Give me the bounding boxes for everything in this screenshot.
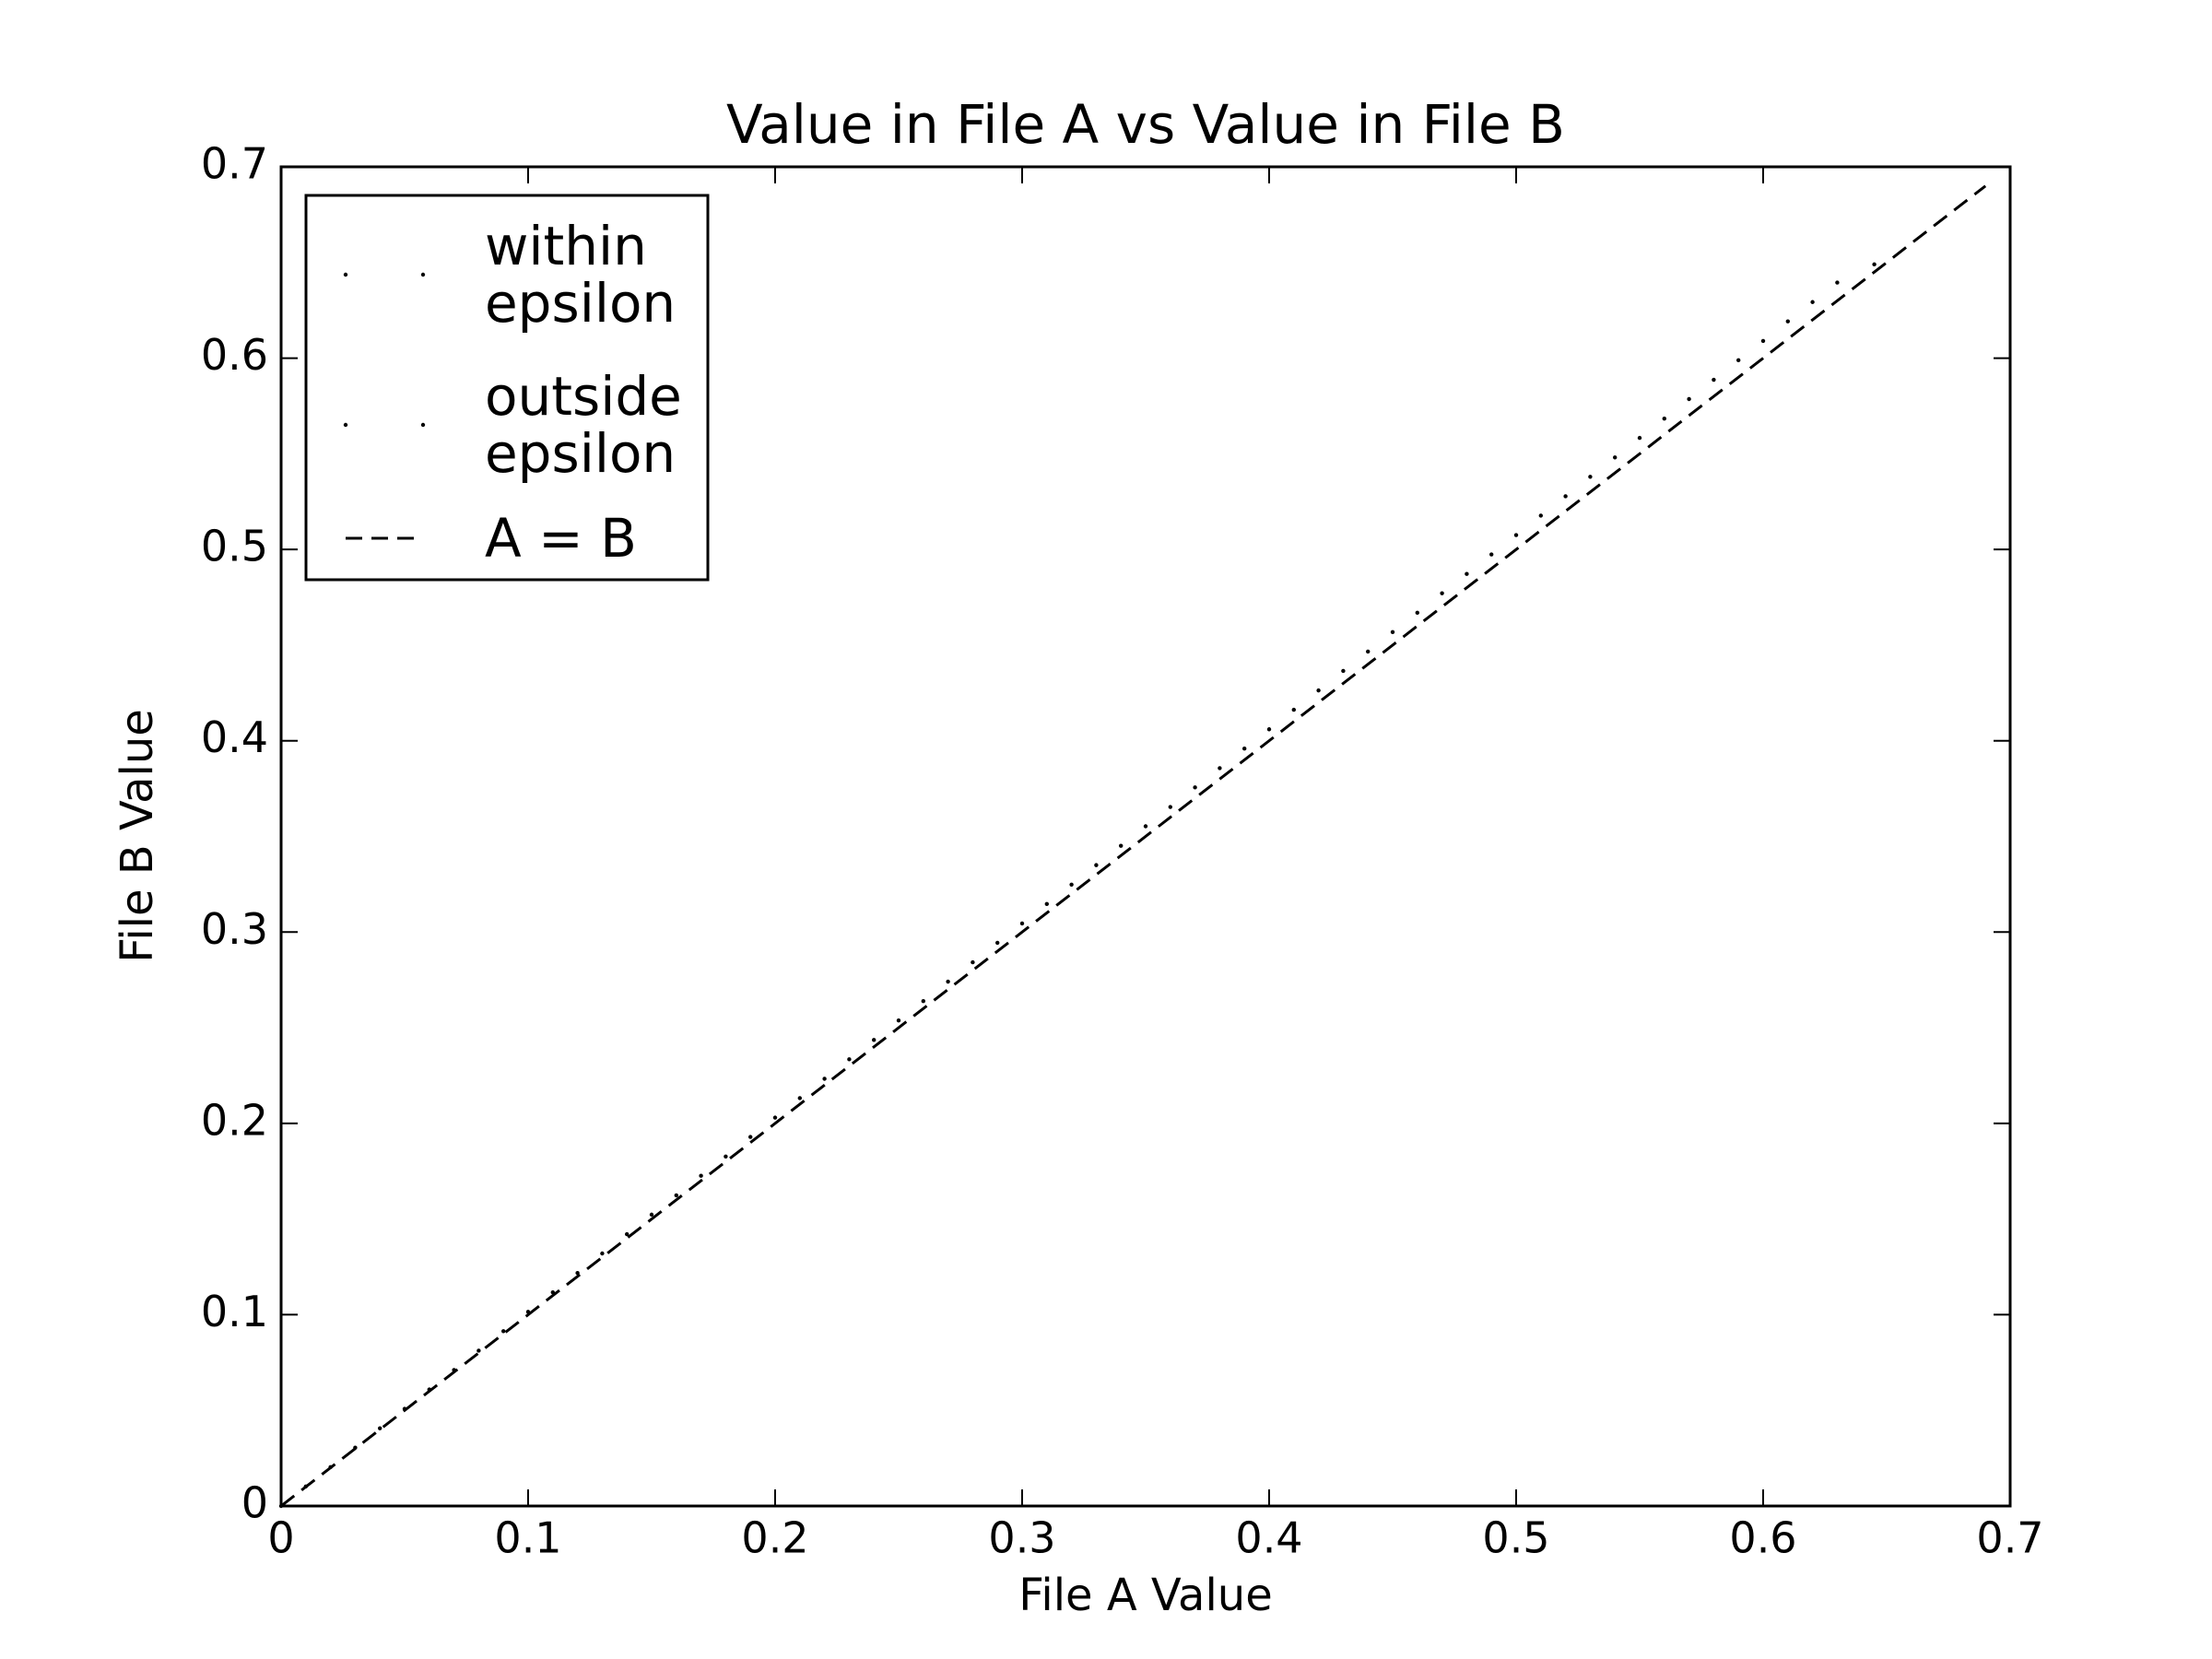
- data-point: [772, 1115, 778, 1120]
- data-point: [1193, 785, 1197, 790]
- x-tick-label: 0.6: [1729, 1513, 1796, 1563]
- data-point: [1785, 319, 1791, 324]
- x-tick-label: 0.2: [741, 1513, 808, 1563]
- data-point: [995, 940, 1000, 946]
- data-point: [1662, 416, 1667, 421]
- data-point: [971, 959, 975, 965]
- data-point: [1316, 688, 1321, 693]
- data-point: [699, 1173, 703, 1178]
- y-tick-label: 0.6: [201, 330, 268, 380]
- data-point: [921, 999, 925, 1004]
- data-point: [625, 1231, 629, 1237]
- x-tick-label: 0.4: [1235, 1513, 1302, 1563]
- chart-title: Value in File A vs Value in File B: [726, 93, 1565, 156]
- data-point: [1168, 805, 1173, 809]
- data-point: [501, 1329, 506, 1334]
- y-tick-label: 0.3: [201, 904, 268, 954]
- legend-box: [304, 194, 710, 582]
- data-point: [1440, 591, 1444, 595]
- data-point: [1390, 629, 1395, 635]
- data-point: [1119, 843, 1124, 848]
- data-point: [600, 1251, 605, 1256]
- x-tick-label: 0.3: [988, 1513, 1055, 1563]
- data-point: [822, 1077, 827, 1081]
- x-tick-label: 0: [267, 1513, 294, 1563]
- y-tick-label: 0.7: [201, 139, 268, 189]
- data-point: [1242, 747, 1247, 751]
- data-point: [1069, 882, 1074, 888]
- y-tick-label: 0.1: [201, 1287, 268, 1336]
- data-point: [1538, 513, 1544, 518]
- legend-swatch: [420, 272, 426, 277]
- data-point: [1489, 552, 1494, 557]
- plot-frame: [279, 165, 2012, 1508]
- data-point: [724, 1154, 728, 1159]
- x-tick-label: 0.1: [494, 1513, 561, 1563]
- y-axis-label: File B Value: [112, 709, 163, 963]
- data-point: [1810, 300, 1815, 304]
- y-tick-label: 0.2: [201, 1095, 268, 1145]
- data-point: [674, 1193, 678, 1198]
- data-point: [1613, 455, 1618, 460]
- data-point: [1291, 707, 1297, 712]
- data-point: [847, 1057, 852, 1062]
- data-point: [896, 1018, 901, 1023]
- data-point: [1872, 262, 1877, 267]
- data-point: [1637, 435, 1642, 441]
- y-tick-label: 0: [241, 1478, 268, 1528]
- data-point: [946, 979, 950, 984]
- data-point: [1712, 377, 1716, 382]
- data-point: [1687, 396, 1691, 402]
- data-point: [649, 1212, 654, 1218]
- data-point: [1563, 494, 1568, 499]
- data-point: [477, 1348, 481, 1353]
- data-point: [1465, 571, 1469, 576]
- data-point: [748, 1135, 753, 1139]
- x-tick-label: 0.5: [1482, 1513, 1549, 1563]
- data-point: [1218, 766, 1222, 771]
- legend-swatch: [343, 272, 348, 277]
- legend-swatch: [420, 422, 426, 428]
- data-point: [872, 1038, 877, 1042]
- data-point: [1415, 610, 1420, 616]
- data-point: [378, 1426, 382, 1430]
- y-tick-label: 0.4: [201, 712, 268, 762]
- legend-swatch: [343, 422, 348, 428]
- data-point: [1094, 863, 1099, 867]
- reference-line: [280, 184, 1987, 1508]
- data-point: [1019, 921, 1025, 926]
- x-tick-label: 0.7: [1976, 1513, 2043, 1563]
- x-axis-label: File A Value: [1018, 1570, 1272, 1621]
- data-point: [1513, 533, 1519, 537]
- data-point: [1143, 824, 1148, 829]
- data-point: [1736, 358, 1741, 363]
- data-point: [1588, 475, 1593, 479]
- data-point: [1044, 901, 1050, 906]
- legend-label: within epsilon: [485, 215, 677, 335]
- data-point: [797, 1096, 802, 1100]
- data-point: [1760, 338, 1766, 344]
- data-point: [1835, 280, 1840, 285]
- data-point: [1266, 727, 1272, 732]
- data-point: [1341, 668, 1346, 674]
- legend-label: A = B: [485, 507, 637, 570]
- legend-label: outside epsilon: [485, 365, 682, 485]
- y-tick-label: 0.5: [201, 522, 268, 571]
- data-point: [1366, 649, 1371, 654]
